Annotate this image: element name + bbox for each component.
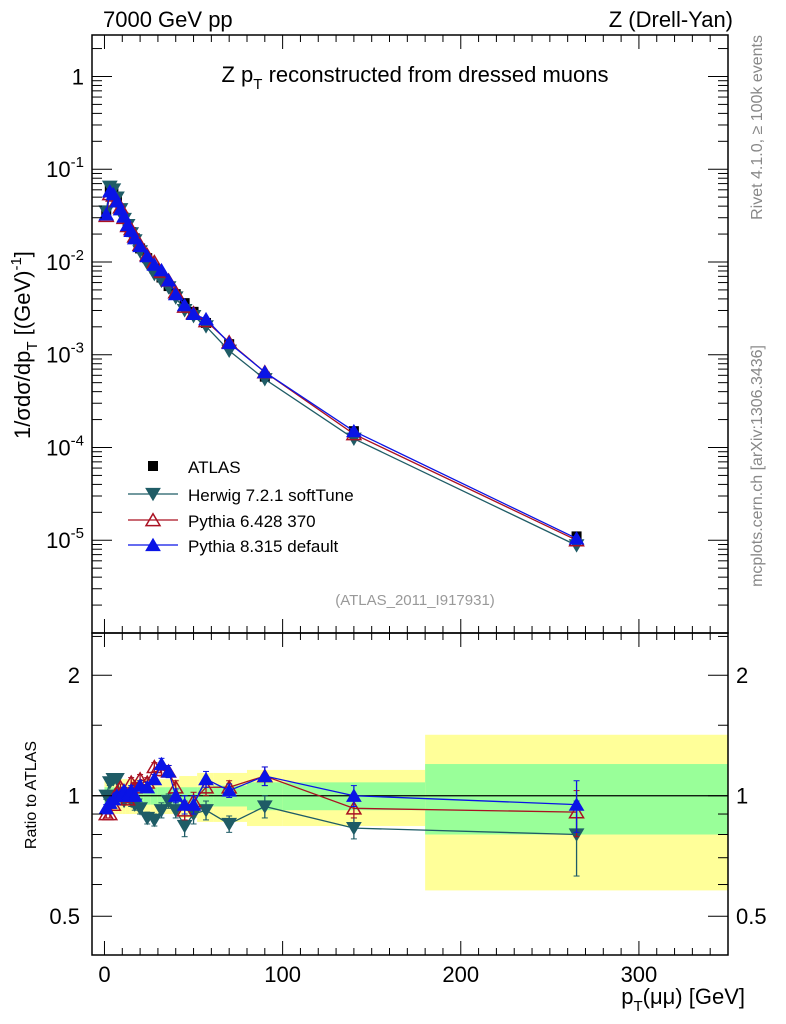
- series-marker-main: [221, 335, 238, 350]
- series-marker-main: [160, 273, 177, 287]
- ratio-frame: [91, 632, 729, 956]
- y-tick-label: 10-4: [46, 432, 84, 460]
- series-marker-main: [167, 286, 184, 301]
- series-marker-ratio: [167, 788, 184, 802]
- series-marker-ratio: [146, 813, 163, 828]
- legend-label: Pythia 6.428 370: [188, 512, 316, 531]
- series-marker-ratio: [132, 802, 148, 816]
- mcplots-label: mcplots.cern.ch [arXiv:1306.3436]: [749, 345, 766, 587]
- y-tick-label: 10-2: [46, 247, 84, 275]
- series-marker-ratio: [146, 771, 163, 786]
- series-marker-ratio: [256, 800, 273, 814]
- series-marker-main: [132, 238, 148, 253]
- series-marker-main: [256, 364, 273, 379]
- x-axis-label: pT(μμ) [GeV]: [621, 984, 745, 1015]
- series-marker-ratio: [153, 756, 170, 771]
- series-marker-main: [185, 306, 202, 321]
- series-marker-ratio: [568, 797, 585, 811]
- legend-label: Pythia 8.315 default: [188, 537, 339, 556]
- series-marker-ratio: [198, 771, 214, 786]
- series-marker-main: [568, 531, 585, 545]
- header-left: 7000 GeV pp: [103, 7, 233, 32]
- series-marker-ratio: [345, 800, 363, 815]
- series-marker-main: [126, 231, 143, 245]
- legend-marker: [145, 537, 161, 552]
- y-axis-label: 1/σdσ/dpT [(GeV)-1]: [8, 251, 41, 439]
- legend-marker-atlas: [148, 461, 158, 471]
- x-tick-label: 300: [621, 962, 658, 987]
- legend-label: ATLAS: [188, 458, 241, 477]
- legend-label: Herwig 7.2.1 softTune: [188, 486, 354, 505]
- series-marker-ratio: [346, 822, 362, 836]
- series-marker-main: [153, 262, 170, 277]
- ratio-tick-label-left: 0.5: [49, 904, 80, 929]
- ratio-tick-label-right: 1: [736, 784, 748, 809]
- rivet-version-label: Rivet 4.1.0, ≥ 100k events: [749, 35, 766, 220]
- series-marker-ratio: [160, 764, 177, 778]
- series-marker-ratio: [185, 797, 202, 811]
- series-marker-ratio: [198, 804, 214, 818]
- ratio-tick-label-left: 2: [68, 663, 80, 688]
- y-tick-label: 10-3: [46, 340, 84, 368]
- plot-title: Z pT reconstructed from dressed muons: [221, 62, 608, 93]
- series-marker-ratio: [153, 804, 170, 818]
- x-tick-label: 100: [264, 962, 301, 987]
- legend-marker: [145, 487, 161, 502]
- legend-marker: [144, 512, 162, 527]
- series-marker-main: [139, 248, 156, 263]
- x-tick-label: 200: [442, 962, 479, 987]
- series-marker-ratio: [346, 788, 362, 802]
- series-marker-ratio: [221, 817, 238, 832]
- series-marker-main: [176, 297, 193, 312]
- header-right: Z (Drell-Yan): [609, 7, 733, 32]
- x-tick-label: 0: [98, 962, 110, 987]
- series-marker-main: [98, 207, 115, 221]
- ratio-tick-label-right: 2: [736, 663, 748, 688]
- y-tick-label: 10-5: [46, 525, 84, 553]
- series-marker-ratio: [256, 768, 273, 783]
- series-marker-ratio: [139, 779, 156, 794]
- ratio-axis-label: Ratio to ATLAS: [23, 741, 40, 849]
- y-tick-label: 10-1: [46, 154, 84, 182]
- ratio-tick-label-left: 1: [68, 784, 80, 809]
- series-marker-main: [346, 423, 362, 438]
- ratio-tick-label-right: 0.5: [736, 904, 767, 929]
- series-marker-main: [146, 257, 163, 271]
- y-tick-label: 1: [72, 64, 84, 89]
- analysis-watermark: (ATLAS_2011_I917931): [335, 592, 495, 609]
- series-marker-main: [198, 311, 214, 326]
- series-marker-ratio: [126, 788, 143, 802]
- series-marker-ratio: [109, 773, 125, 787]
- series-marker-ratio: [221, 783, 238, 797]
- series-marker-ratio: [176, 819, 193, 834]
